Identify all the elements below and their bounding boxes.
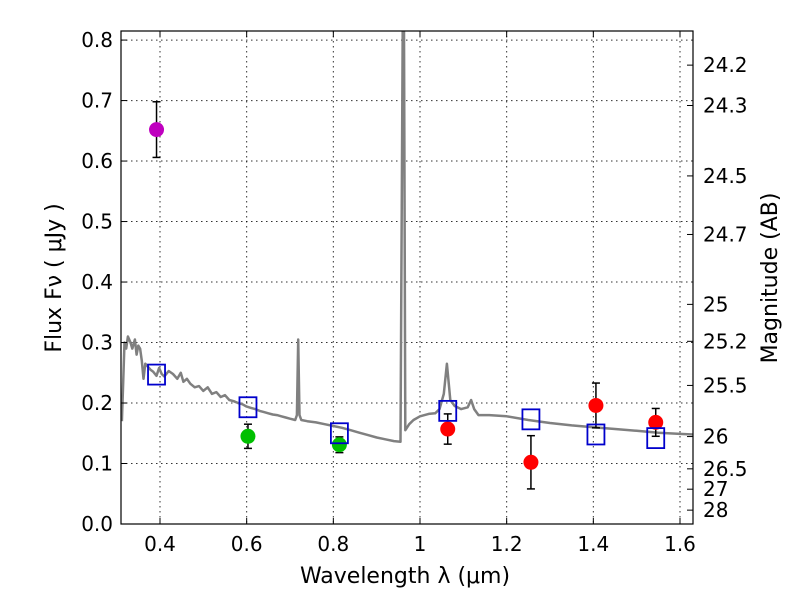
x-tick-label: 1.6	[664, 532, 696, 556]
observed-green-point	[240, 428, 256, 444]
mag-tick-label: 24.5	[703, 164, 748, 188]
x-tick-label: 0.4	[144, 532, 176, 556]
model-photometry-marker	[147, 363, 166, 386]
y-tick-label: 0.5	[81, 210, 113, 234]
x-tick-label: 1.4	[577, 532, 609, 556]
mag-tick-label: 26	[703, 425, 728, 449]
x-tick-label: 1.2	[491, 532, 523, 556]
observed-green-point	[331, 437, 347, 453]
observed-red-point	[588, 397, 604, 413]
observed-red-point	[523, 454, 539, 470]
mag-tick-label: 24.3	[703, 94, 748, 118]
model-photometry-marker	[586, 423, 606, 446]
y-axis-label: Flux Fν ( μJy )	[42, 203, 67, 352]
y-tick-label: 0.8	[81, 28, 113, 52]
model-photometry-marker	[521, 408, 541, 431]
y-tick-label: 0.0	[81, 512, 113, 536]
y-tick-label: 0.2	[81, 391, 113, 415]
y-tick-label: 0.1	[81, 452, 113, 476]
mag-tick-label: 24.2	[703, 53, 748, 77]
model-photometry-marker	[646, 427, 666, 450]
x-tick-label: 1	[414, 532, 427, 556]
model-photometry-marker	[238, 396, 258, 419]
mag-tick-label: 27	[703, 477, 728, 501]
mag-tick-label: 25.2	[703, 329, 748, 353]
observed-red-point	[648, 414, 664, 430]
tick-labels: 0.4 0.6 0.8 1 1.2 1.4 1.6 0.0 0.1 0.2 0.3 0.4 0.5 0.6…	[81, 28, 747, 556]
mag-tick-label: 24.7	[703, 222, 748, 246]
model-photometry-marker	[329, 422, 349, 445]
data-series	[147, 101, 666, 490]
y-tick-label: 0.6	[81, 149, 113, 173]
x-axis-label: Wavelength λ (μm)	[300, 564, 510, 589]
y-tick-label: 0.4	[81, 270, 113, 294]
mag-tick-label: 28	[703, 498, 728, 522]
observed-violet-point	[149, 122, 165, 138]
ticks	[121, 31, 693, 525]
mag-tick-label: 26.5	[703, 457, 748, 481]
x-tick-label: 0.8	[317, 532, 349, 556]
x-tick-label: 0.6	[231, 532, 263, 556]
y2-axis-label: Magnitude (AB)	[758, 193, 783, 364]
observed-red-point	[440, 421, 456, 437]
y-tick-label: 0.7	[81, 89, 113, 113]
mag-tick-label: 25	[703, 292, 728, 316]
model-photometry-marker	[438, 399, 458, 422]
mag-tick-label: 25.5	[703, 373, 748, 397]
plot-frame	[120, 30, 694, 525]
y-tick-label: 0.3	[81, 331, 113, 355]
